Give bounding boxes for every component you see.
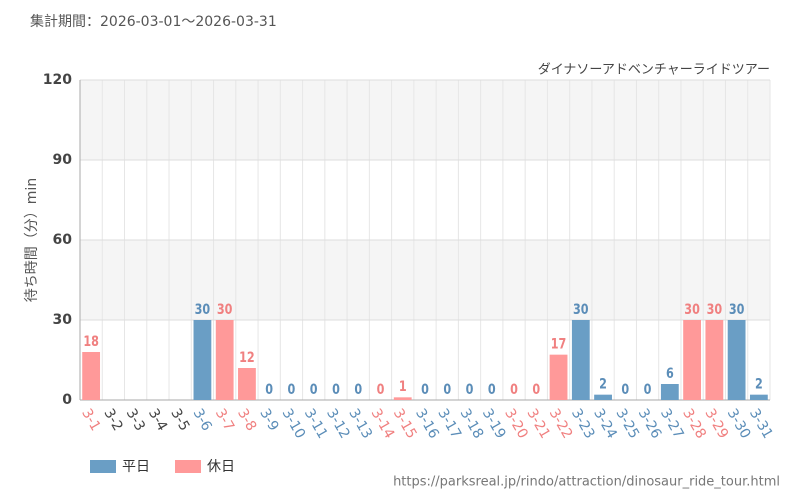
value-label: 18 — [83, 333, 99, 350]
bar — [660, 384, 679, 400]
bar — [393, 397, 412, 400]
y-tick-label: 120 — [43, 72, 72, 88]
bar — [705, 320, 724, 400]
y-tick-label: 30 — [53, 312, 73, 328]
y-tick-label: 60 — [53, 232, 73, 248]
bar — [749, 394, 768, 400]
value-label: 6 — [666, 365, 674, 382]
chart-subtitle: ダイナソーアドベンチャーライドツアー — [538, 63, 770, 78]
value-label: 30 — [217, 301, 233, 318]
value-label: 0 — [377, 381, 385, 398]
value-label: 2 — [599, 375, 607, 392]
legend-swatch — [175, 460, 201, 473]
bar — [82, 352, 101, 400]
y-tick-label: 0 — [62, 392, 72, 408]
value-label: 0 — [644, 381, 652, 398]
y-axis-label: 待ち時間（分）min — [24, 178, 40, 302]
x-tick-label: 3-5 — [167, 406, 192, 434]
value-label: 12 — [239, 349, 255, 366]
bar — [571, 320, 590, 400]
value-label: 0 — [466, 381, 474, 398]
x-tick-label: 3-3 — [123, 406, 148, 434]
bar — [594, 394, 612, 400]
x-tick-label: 3-2 — [100, 406, 125, 434]
x-tick-label: 3-31 — [746, 406, 776, 442]
value-label: 0 — [288, 381, 296, 398]
value-label: 0 — [488, 381, 496, 398]
value-label: 0 — [421, 381, 429, 398]
bar — [193, 320, 212, 400]
grid-band — [80, 240, 770, 320]
grid-band — [80, 80, 770, 160]
source-url: https://parksreal.jp/rindo/attraction/di… — [393, 475, 780, 490]
x-tick-label: 3-7 — [212, 406, 237, 434]
legend-label: 平日 — [122, 459, 150, 475]
x-tick-label: 3-9 — [256, 406, 281, 434]
value-label: 17 — [551, 335, 567, 352]
y-tick-label: 90 — [53, 152, 73, 168]
value-label: 0 — [510, 381, 518, 398]
bar — [238, 368, 256, 400]
bar — [549, 354, 568, 400]
legend-label: 休日 — [207, 459, 235, 475]
value-label: 30 — [195, 301, 211, 318]
value-label: 2 — [755, 375, 763, 392]
value-label: 0 — [310, 381, 318, 398]
x-tick-label: 3-6 — [189, 406, 214, 434]
value-label: 0 — [265, 381, 273, 398]
value-label: 0 — [443, 381, 451, 398]
x-tick-label: 3-8 — [234, 406, 259, 434]
value-label: 1 — [399, 378, 407, 395]
value-label: 30 — [684, 301, 700, 318]
bar — [683, 320, 701, 400]
value-label: 0 — [354, 381, 362, 398]
value-label: 0 — [621, 381, 629, 398]
bar — [215, 320, 234, 400]
value-label: 0 — [332, 381, 340, 398]
value-label: 0 — [532, 381, 540, 398]
chart-title: 集計期間：2026-03-01～2026-03-31 — [30, 13, 277, 30]
x-tick-label: 3-4 — [145, 406, 170, 434]
value-label: 30 — [707, 301, 723, 318]
value-label: 30 — [573, 301, 589, 318]
value-label: 30 — [729, 301, 745, 318]
legend-swatch — [90, 460, 116, 473]
bar — [727, 320, 746, 400]
x-tick-label: 3-1 — [78, 406, 103, 434]
